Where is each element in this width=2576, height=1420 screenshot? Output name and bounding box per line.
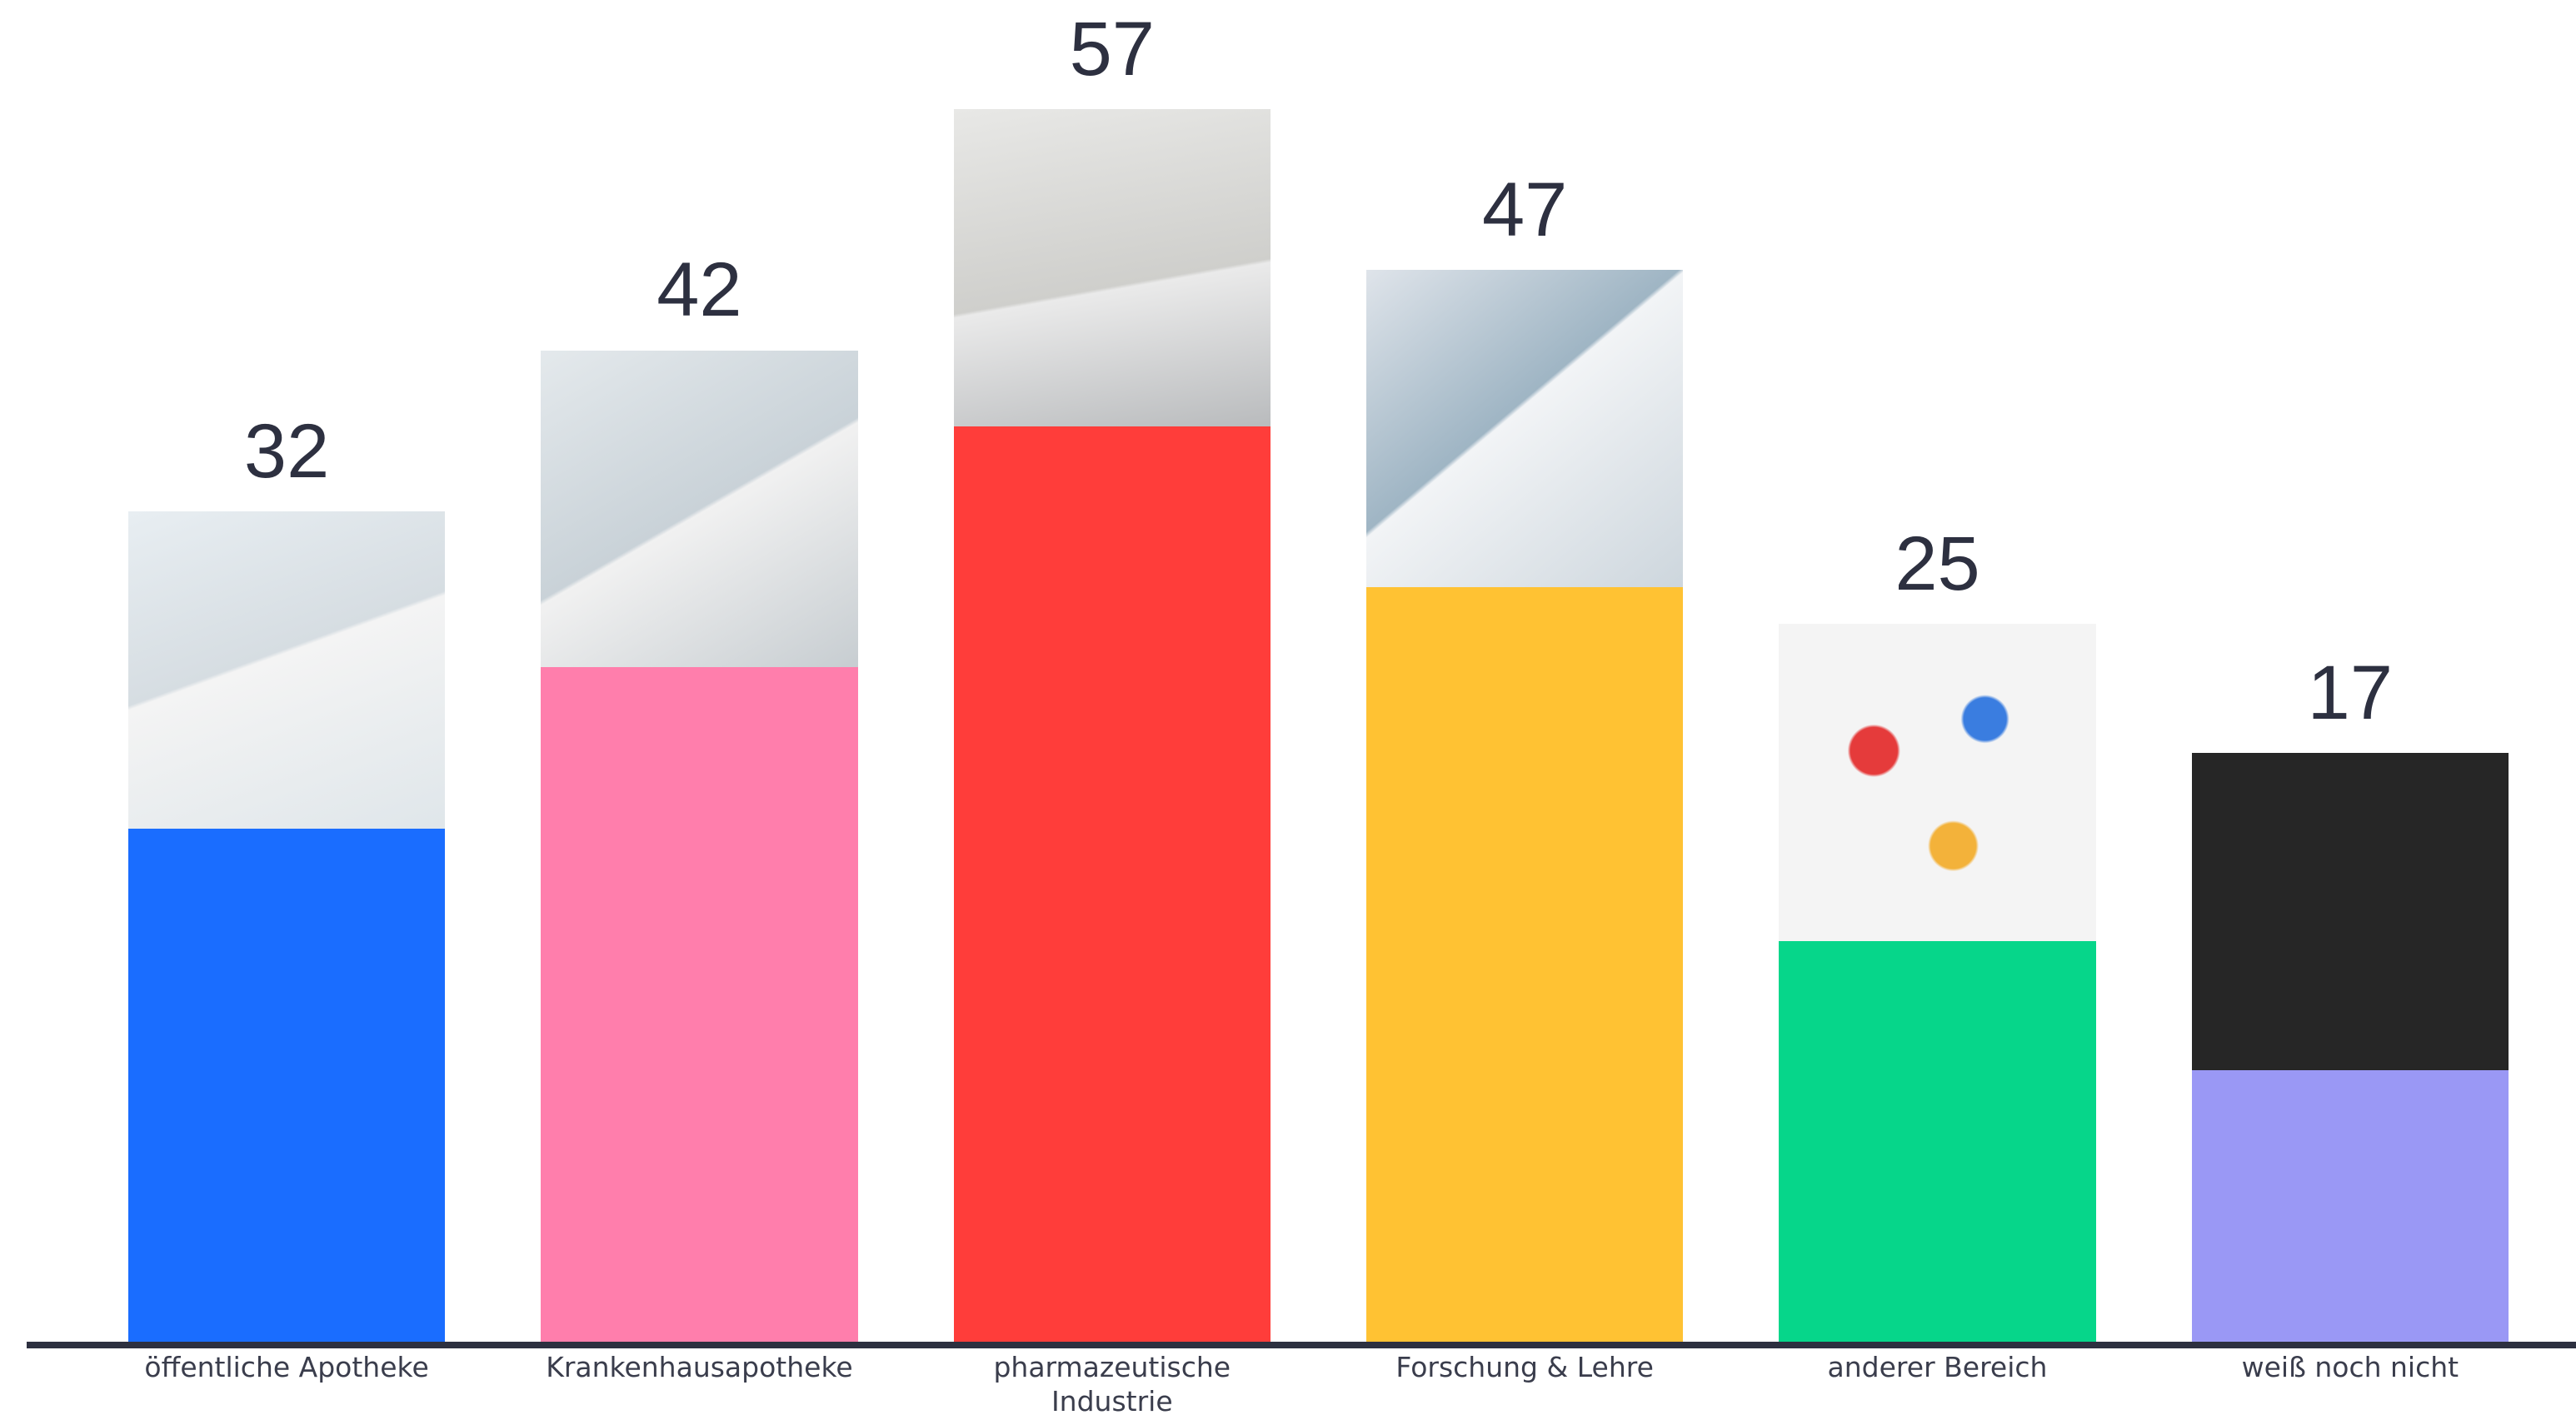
x-tick-label: Krankenhausapotheke [546,1350,853,1383]
bar [2191,1069,2509,1344]
baseline [26,1342,2576,1348]
bar [1779,940,2096,1344]
bar-photo [953,108,1271,426]
bar-photo [127,511,446,829]
value-label: 57 [1069,6,1155,92]
value-label: 42 [656,247,742,333]
x-tick-label: öffentliche Apotheke [144,1350,429,1383]
value-label: 32 [243,408,330,494]
x-tick-label: pharmazeutische Industrie [993,1350,1231,1418]
value-label: 47 [1481,167,1568,252]
x-tick-label: Forschung & Lehre [1395,1350,1654,1383]
value-label: 25 [1895,521,1980,607]
x-tick-label: anderer Bereich [1827,1350,2048,1383]
bar-photo [1365,270,1684,587]
bar [953,426,1271,1344]
x-tick-label: weiß noch nicht [2241,1350,2459,1383]
bar [541,667,858,1344]
value-label: 17 [2307,650,2394,735]
bar [127,828,446,1344]
bar-photo [2191,752,2509,1070]
bar-photo [1779,624,2096,941]
bar [1365,586,1684,1344]
bar-photo [541,350,858,668]
